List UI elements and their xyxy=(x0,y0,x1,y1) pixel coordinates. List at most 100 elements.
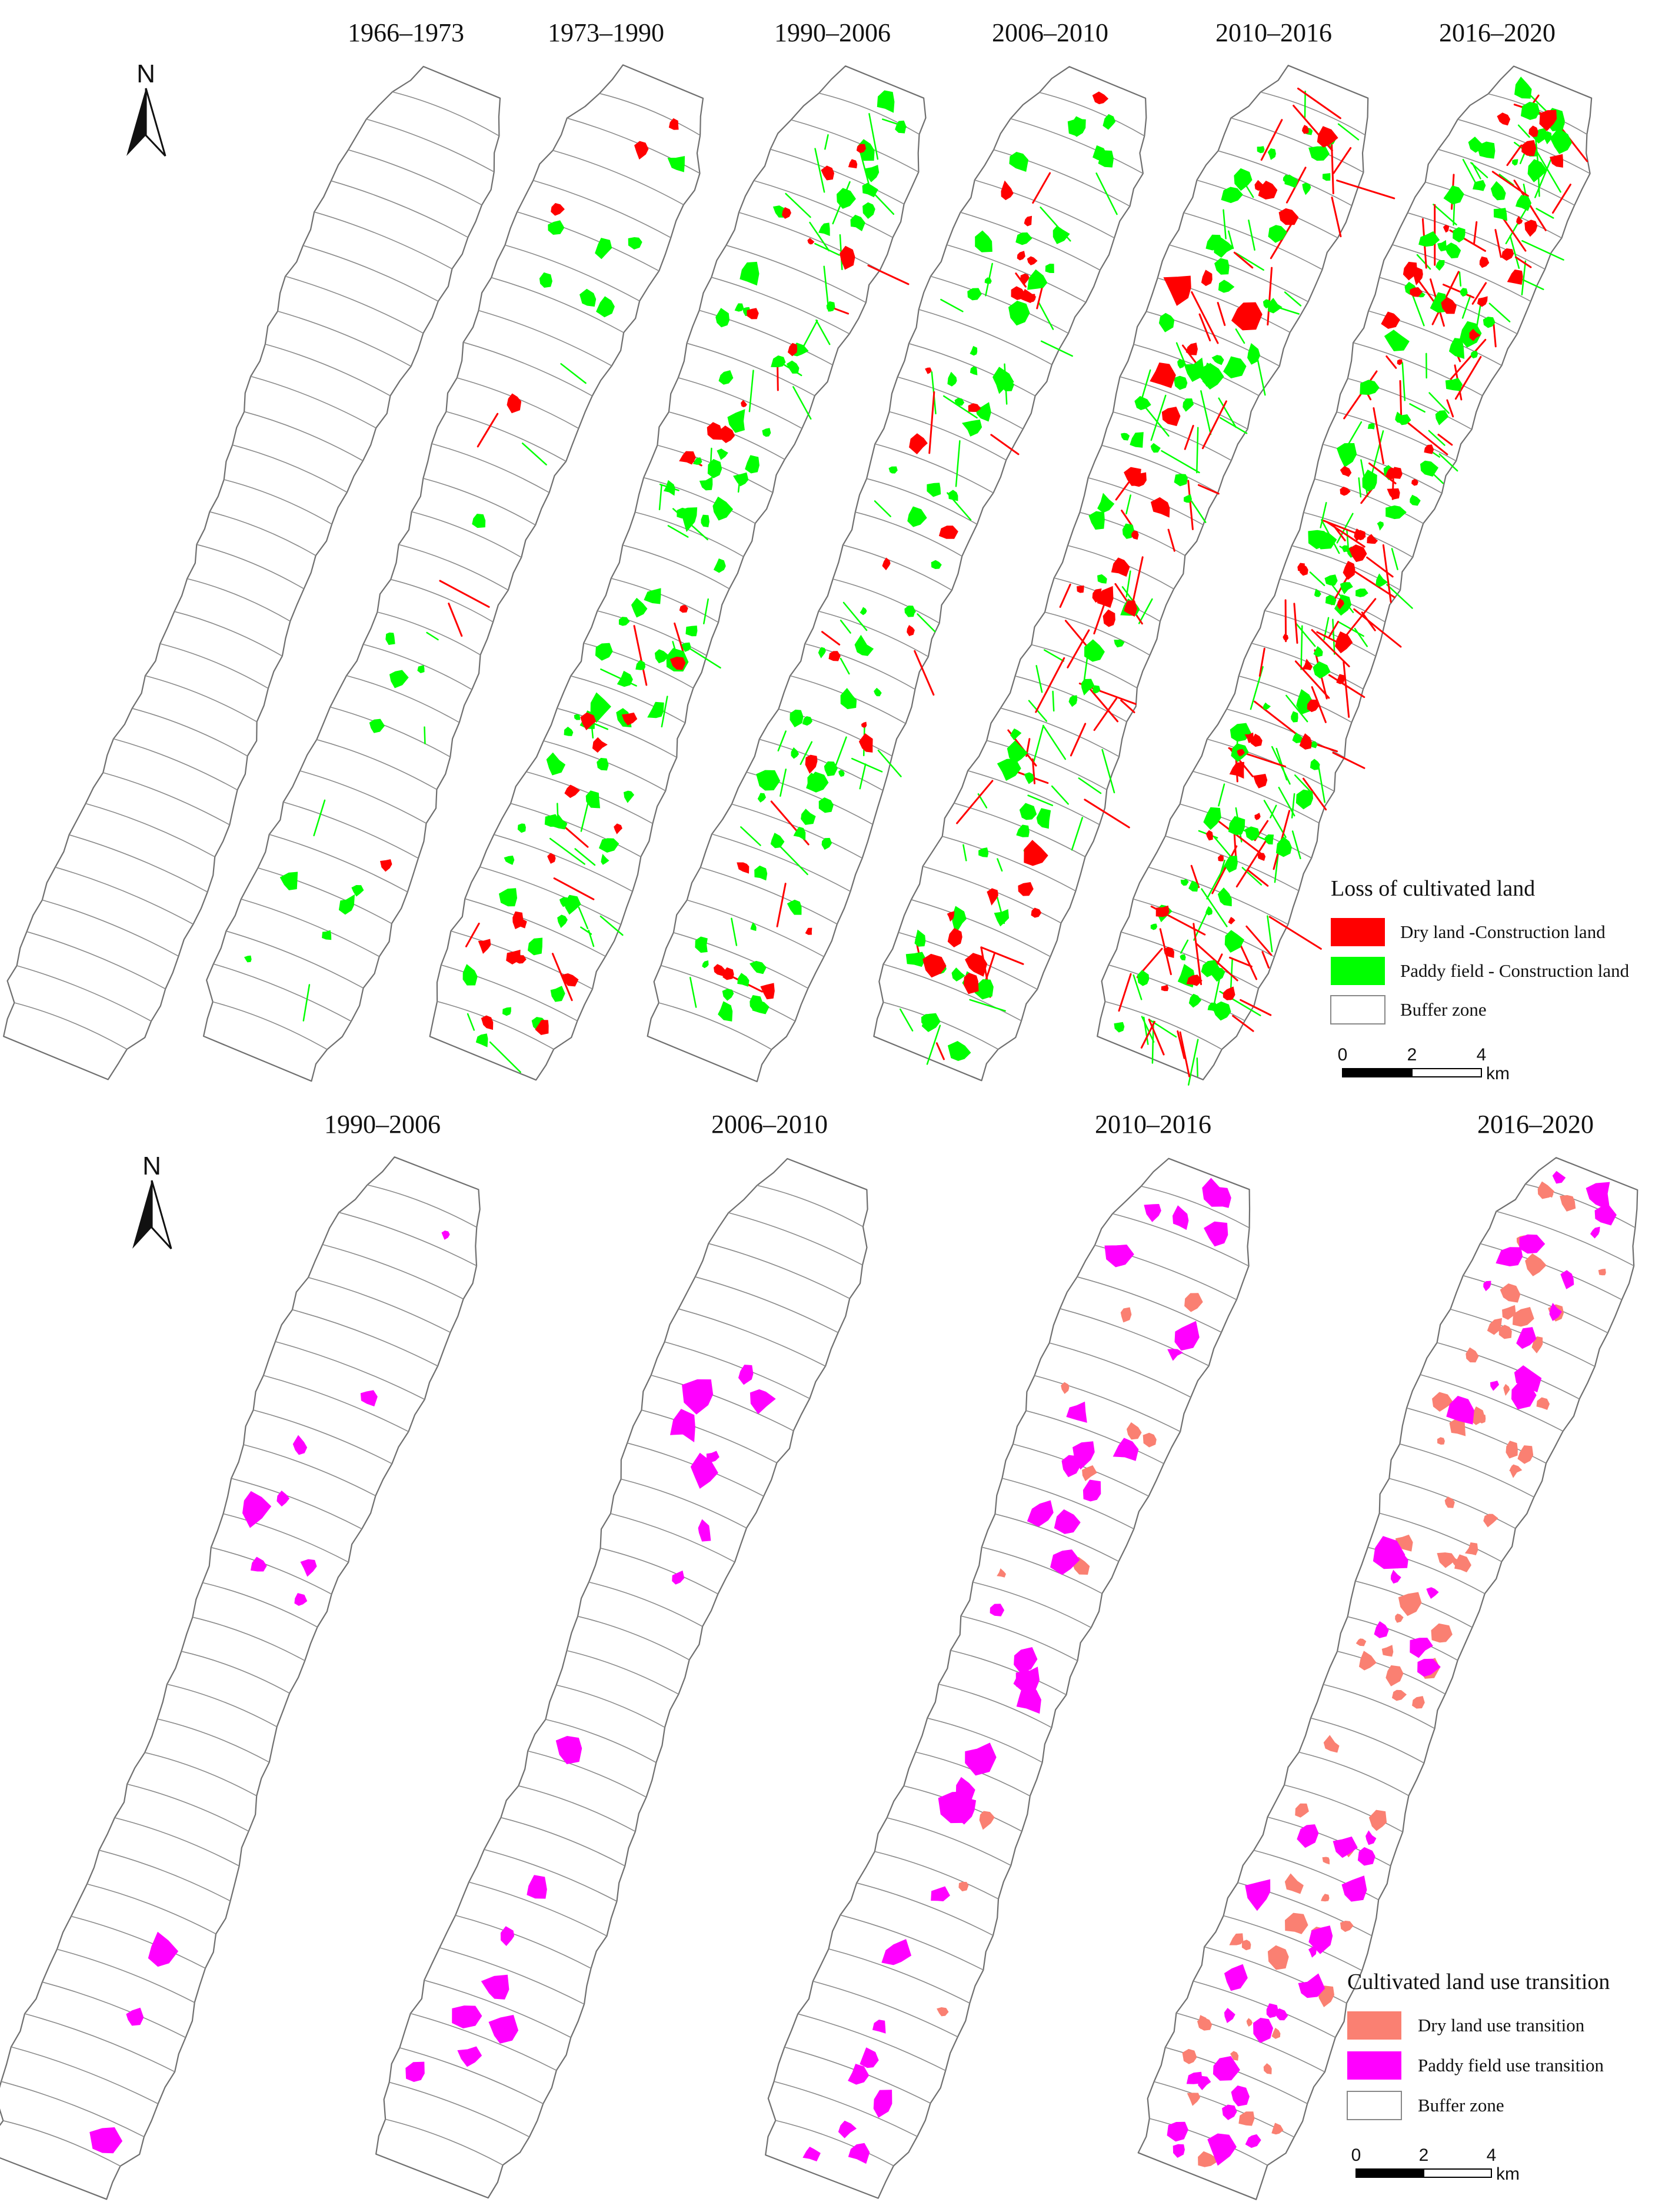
bottom-map-1-zone-line xyxy=(144,1752,257,1797)
bottom-map-2-zone-line xyxy=(610,1513,735,1563)
paddy-transition-patch xyxy=(990,1604,1005,1616)
paddy-loss-patch xyxy=(750,960,767,974)
paddy-loss-line xyxy=(1416,254,1431,270)
paddy-loss-patch xyxy=(1385,505,1407,520)
paddy-loss-line xyxy=(1428,392,1450,414)
paddy-loss-patch xyxy=(1384,330,1410,351)
paddy-transition-patch xyxy=(1231,2085,1250,2107)
paddy-transition-patch xyxy=(706,1451,720,1462)
dry-loss-line xyxy=(1120,699,1135,713)
dry-loss-line xyxy=(1059,583,1071,608)
dry-transition-patch xyxy=(1502,1305,1516,1320)
top-map-6-zone-line xyxy=(1133,898,1275,957)
bottom-map-1-zone-line xyxy=(253,1409,392,1465)
top-map-5-zone-line xyxy=(1088,477,1204,525)
paddy-loss-line xyxy=(1248,219,1255,251)
bottom-map-3-zone-line xyxy=(938,1684,1052,1728)
bottom-map-4-zone-line xyxy=(1496,1210,1634,1266)
dry-loss-line xyxy=(1190,864,1200,889)
bottom-map-3-zone-line xyxy=(812,1981,958,2038)
dry-loss-line xyxy=(1211,845,1238,894)
dry-transition-patch xyxy=(1506,1441,1518,1459)
top-map-4-zone-line xyxy=(711,833,851,892)
paddy-loss-line xyxy=(840,620,851,634)
dry-transition-patch xyxy=(1546,1191,1554,1198)
dry-transition-patch xyxy=(1560,1195,1576,1212)
top-map-5-zone-line xyxy=(1183,212,1323,270)
bottom-map-3-zone-line xyxy=(1112,1213,1249,1267)
paddy-loss-line xyxy=(1235,328,1245,344)
dry-loss-line xyxy=(1195,943,1238,982)
dry-loss-patch xyxy=(882,557,891,571)
paddy-loss-line xyxy=(1270,804,1277,819)
dry-loss-patch xyxy=(592,737,608,753)
dry-loss-patch xyxy=(856,144,867,154)
bottom-map-1-zone-line xyxy=(99,1850,231,1902)
dry-loss-patch xyxy=(1155,905,1170,917)
paddy-loss-patch xyxy=(948,490,958,501)
paddy-loss-patch xyxy=(618,617,630,626)
paddy-loss-patch xyxy=(701,514,710,527)
paddy-loss-patch xyxy=(790,709,804,727)
paddy-loss-patch xyxy=(1520,101,1540,120)
paddy-loss-patch xyxy=(1134,395,1151,410)
dry-loss-line xyxy=(1345,598,1377,636)
paddy-loss-line xyxy=(800,741,813,765)
dry-loss-patch xyxy=(1387,488,1400,500)
paddy-transition-patch xyxy=(1253,2017,1274,2044)
paddy-loss-patch xyxy=(1308,530,1328,550)
paddy-loss-patch xyxy=(1514,76,1532,99)
paddy-loss-patch xyxy=(667,156,685,172)
paddy-loss-patch xyxy=(1410,494,1421,506)
bottom-map-1-zone-line xyxy=(338,1212,477,1266)
dry-loss-line xyxy=(1177,1030,1185,1059)
dry-loss-line xyxy=(980,946,1024,965)
bottom-period-title-4: 2016–2020 xyxy=(1477,1110,1594,1139)
paddy-loss-patch xyxy=(685,626,698,637)
dry-loss-patch xyxy=(1528,125,1538,138)
top-map-1-zone-line xyxy=(85,803,215,857)
dry-loss-line xyxy=(1087,686,1119,723)
paddy-transition-patch xyxy=(555,1735,582,1765)
paddy-loss-patch xyxy=(1420,460,1439,477)
paddy-loss-patch xyxy=(1177,358,1185,369)
top-map-4-zone-line xyxy=(832,578,940,624)
dry-transition-patch xyxy=(997,1568,1006,1578)
paddy-transition-patch xyxy=(300,1559,317,1577)
paddy-loss-patch xyxy=(1217,887,1232,907)
paddy-loss-patch xyxy=(1224,855,1238,873)
paddy-loss-line xyxy=(313,799,326,837)
paddy-loss-line xyxy=(1263,800,1287,839)
bottom-map-1-zone-line xyxy=(126,1784,249,1832)
paddy-loss-patch xyxy=(1016,309,1026,318)
paddy-loss-line xyxy=(426,631,439,641)
dry-loss-patch xyxy=(1355,530,1366,541)
paddy-loss-line xyxy=(917,613,936,633)
paddy-loss-patch xyxy=(1174,474,1188,487)
paddy-loss-patch xyxy=(970,366,978,375)
dry-loss-patch xyxy=(1253,774,1268,789)
dry-loss-line xyxy=(1437,434,1453,446)
paddy-loss-patch xyxy=(895,120,907,134)
paddy-loss-line xyxy=(1125,494,1131,515)
dry-loss-patch xyxy=(679,451,696,465)
paddy-transition-patch xyxy=(1015,1667,1040,1691)
bottom-map-4-zone-line xyxy=(1267,1817,1391,1867)
dry-loss-patch xyxy=(1001,180,1014,201)
dry-loss-patch xyxy=(828,651,841,661)
paddy-loss-line xyxy=(1140,369,1151,402)
paddy-loss-line xyxy=(940,298,964,312)
paddy-loss-patch xyxy=(1435,410,1449,425)
bottom-map-4-zone-line xyxy=(1400,1443,1534,1498)
dry-transition-patch xyxy=(1444,1496,1455,1508)
paddy-transition-patch xyxy=(1298,1973,1325,1998)
paddy-loss-patch xyxy=(1264,834,1274,845)
top-map-5-zone-line xyxy=(1169,244,1308,302)
paddy-loss-patch xyxy=(927,483,941,497)
top-map-3-zone-line xyxy=(635,511,744,557)
top-map-2-zone-line xyxy=(552,149,684,205)
paddy-transition-patch xyxy=(452,2005,482,2029)
paddy-loss-patch xyxy=(595,643,613,661)
paddy-loss-line xyxy=(1461,295,1471,319)
paddy-loss-patch xyxy=(826,301,835,312)
